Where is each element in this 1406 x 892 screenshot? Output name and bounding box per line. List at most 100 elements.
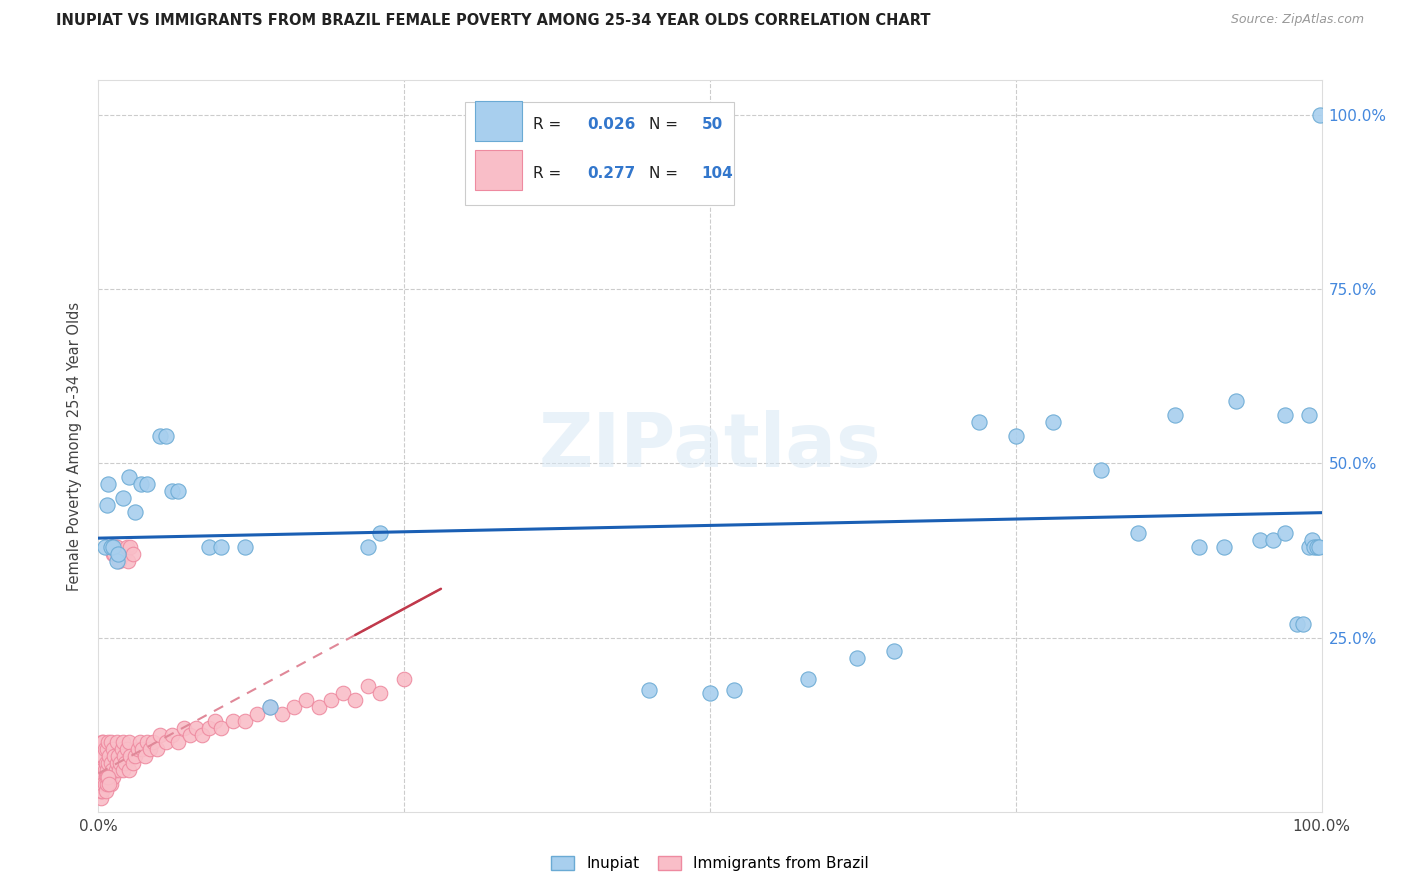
Point [222,714,245,728]
Point [107,749,129,764]
Point [155,735,177,749]
Point [1298,540,1320,554]
Text: 104: 104 [702,166,733,181]
Point [101,540,124,554]
Text: R =: R = [533,166,565,181]
Point [107,547,129,561]
Point [149,728,172,742]
Point [308,700,330,714]
Point [97,756,120,770]
Point [89,763,111,777]
Point [93,777,115,791]
Point [96,770,118,784]
Point [121,756,143,770]
Point [332,686,354,700]
Text: 50: 50 [702,117,723,131]
Point [883,644,905,658]
Point [111,742,134,756]
Point [98,777,121,791]
Point [1249,533,1271,547]
Point [1090,463,1112,477]
Point [638,682,661,697]
Point [96,498,118,512]
Point [91,777,114,791]
Point [209,540,232,554]
Point [246,707,269,722]
Point [93,540,115,554]
Point [1274,526,1296,541]
Point [392,673,416,687]
Text: Source: ZipAtlas.com: Source: ZipAtlas.com [1230,13,1364,27]
Point [129,477,152,491]
Point [90,770,112,784]
Point [173,721,195,735]
Point [118,470,141,484]
Point [107,547,129,561]
Point [94,784,117,798]
Text: 0.277: 0.277 [588,166,636,181]
Point [139,742,162,756]
Point [124,505,146,519]
Point [103,749,125,764]
Point [1308,540,1330,554]
Point [1128,526,1150,541]
Point [1212,540,1234,554]
Point [142,735,165,749]
Point [97,735,120,749]
FancyBboxPatch shape [475,101,522,141]
Point [209,721,232,735]
Point [101,547,124,561]
Point [120,749,142,764]
Point [96,777,118,791]
Point [1004,428,1026,442]
Point [97,477,120,491]
Point [98,749,121,764]
Point [124,749,146,764]
Point [1188,540,1211,554]
Point [1303,540,1326,554]
Point [186,721,208,735]
Point [100,540,122,554]
Point [100,735,122,749]
Point [259,700,281,714]
Text: ZIPatlas: ZIPatlas [538,409,882,483]
Point [146,742,169,756]
Point [127,742,149,756]
Legend: Inupiat, Immigrants from Brazil: Inupiat, Immigrants from Brazil [546,850,875,877]
Point [101,770,124,784]
Point [94,756,117,770]
Point [112,547,135,561]
Point [91,749,114,764]
Point [1309,108,1331,122]
Point [197,540,219,554]
Point [91,784,114,798]
Point [368,526,391,541]
Point [1274,408,1296,422]
Point [93,742,115,756]
Point [160,728,183,742]
Point [112,749,135,764]
Point [101,540,124,554]
Point [91,770,114,784]
Point [160,484,183,499]
Point [1225,393,1247,408]
Point [149,428,172,442]
Point [270,707,294,722]
Point [356,540,378,554]
Point [120,540,142,554]
Point [233,714,256,728]
Point [1298,408,1320,422]
Point [108,763,131,777]
Point [167,735,190,749]
Point [129,735,152,749]
Point [93,777,115,791]
Point [96,742,118,756]
Point [344,693,367,707]
Point [115,540,138,554]
Point [90,756,112,770]
Point [131,742,153,756]
Point [90,742,112,756]
Point [699,686,721,700]
Point [89,777,111,791]
Point [1164,408,1187,422]
